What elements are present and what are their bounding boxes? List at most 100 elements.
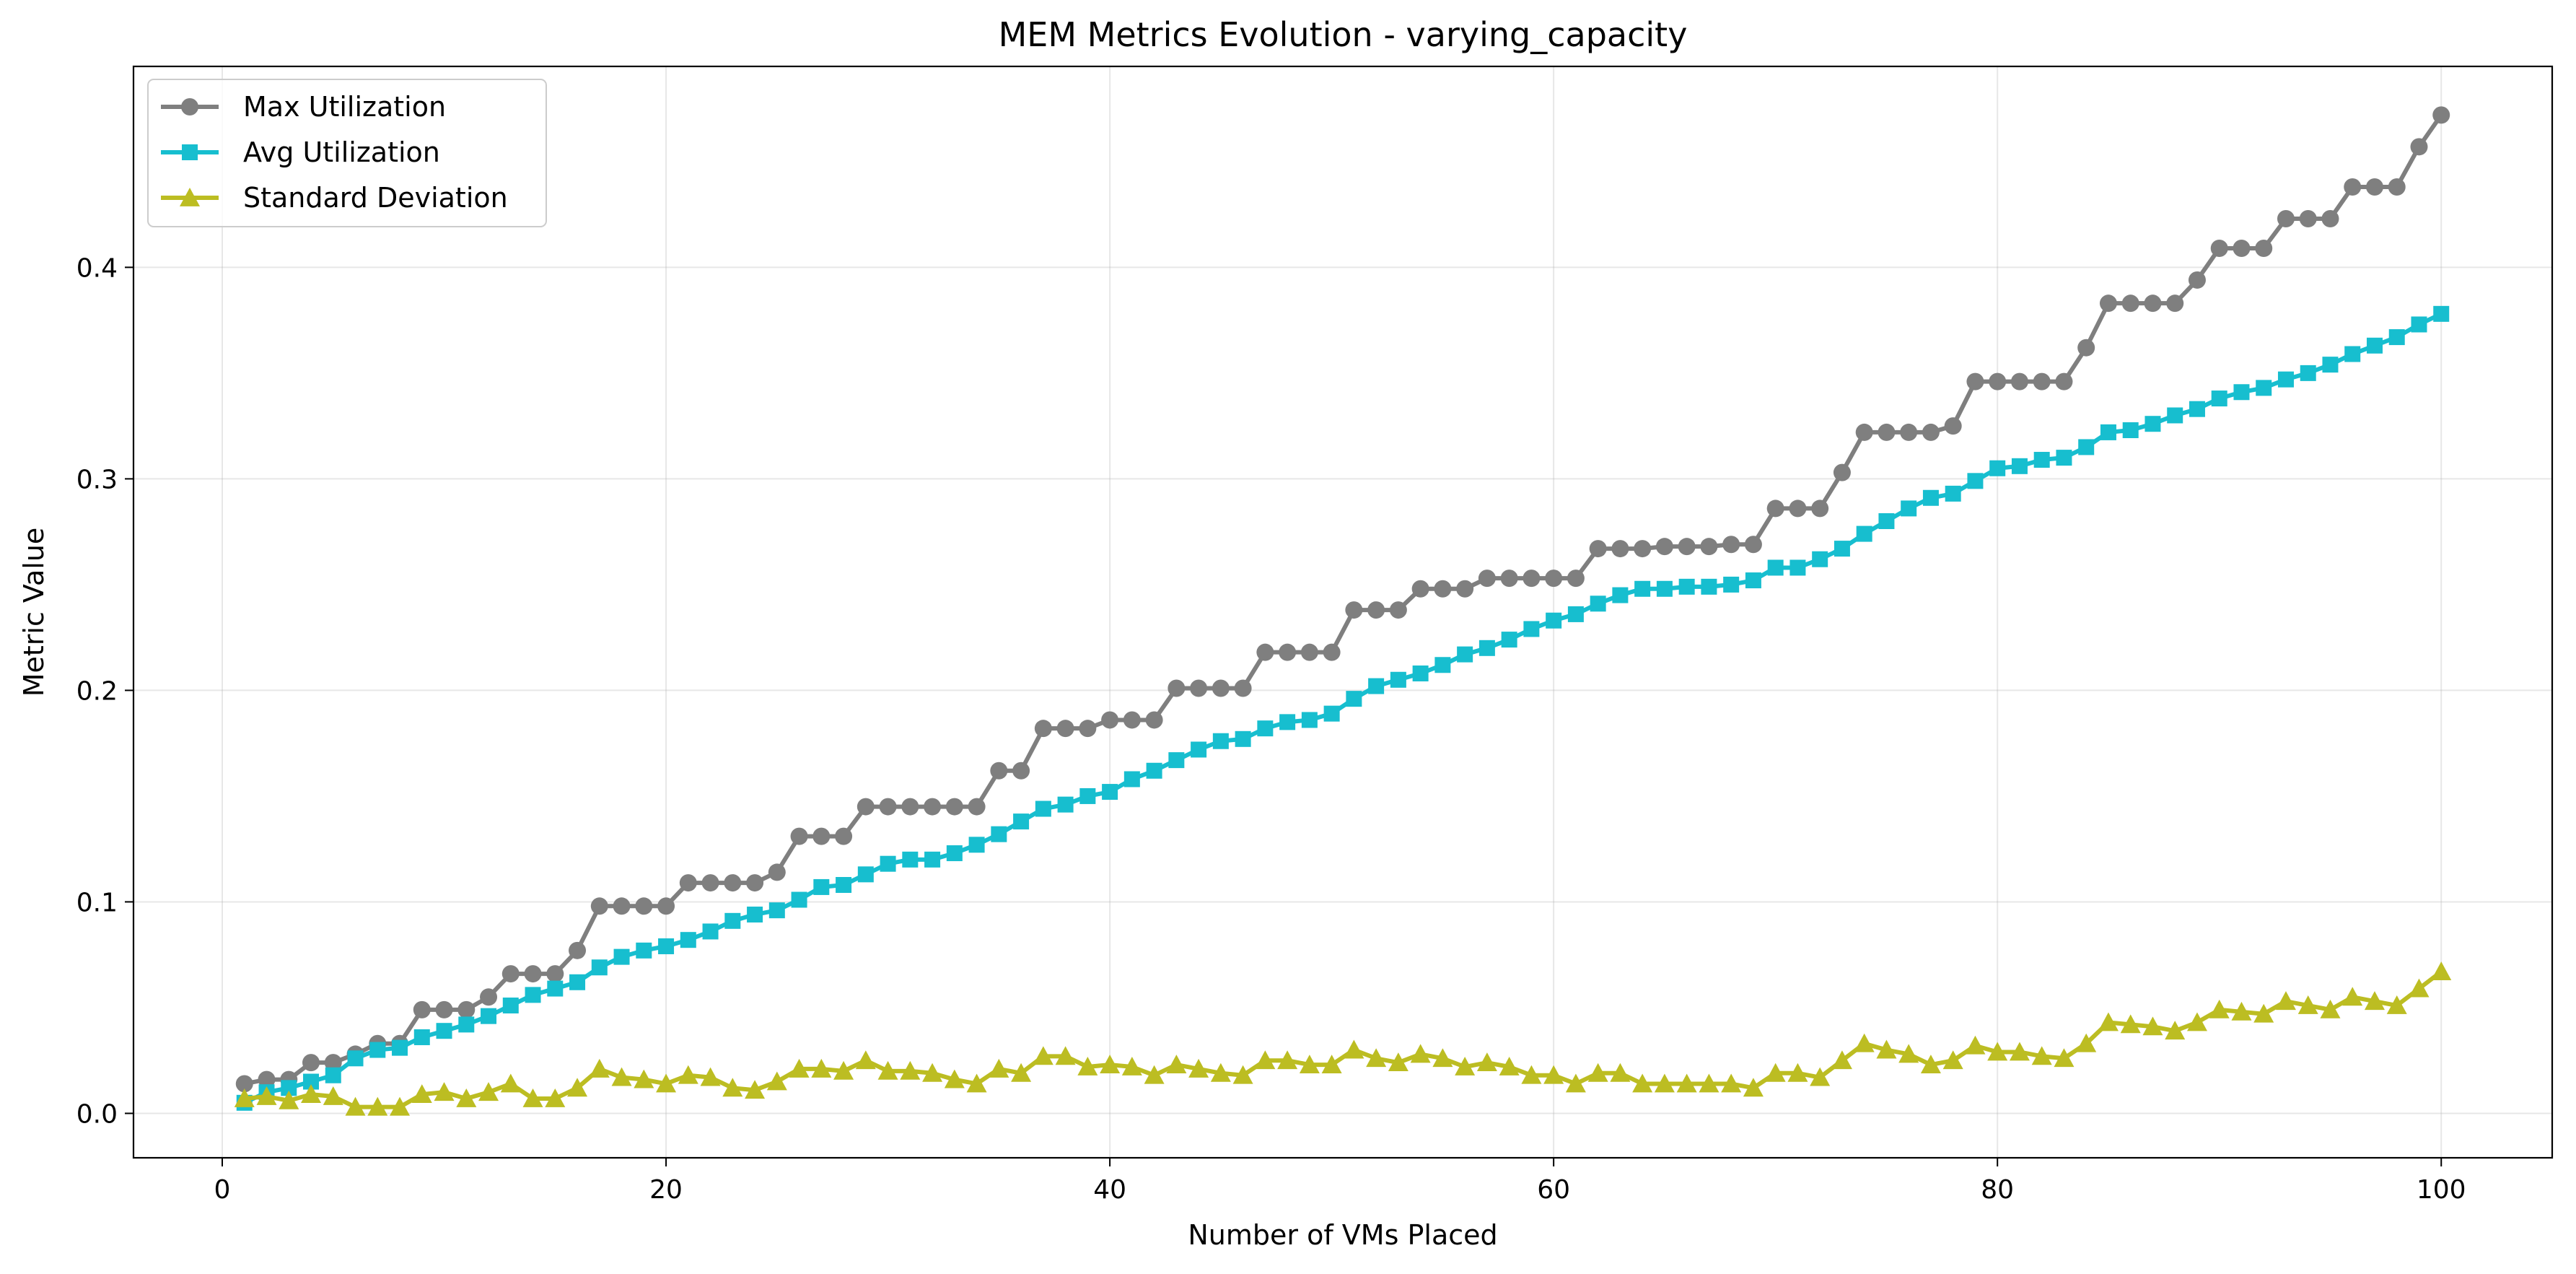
data-point-standard-deviation [2054, 1048, 2075, 1068]
x-tick-label: 20 [649, 1175, 683, 1205]
data-point-standard-deviation [434, 1082, 455, 1101]
data-point-avg-utilization [1079, 787, 1096, 804]
data-point-avg-utilization [1368, 678, 1385, 694]
data-point-avg-utilization [1567, 606, 1584, 622]
data-point-avg-utilization [1235, 730, 1251, 747]
x-tick-label: 0 [214, 1175, 231, 1205]
data-point-avg-utilization [1590, 595, 1606, 612]
data-point-avg-utilization [1257, 720, 1274, 737]
data-point-max-utilization [1766, 499, 1784, 518]
data-point-max-utilization [1279, 643, 1297, 661]
data-point-avg-utilization [636, 942, 652, 959]
data-point-standard-deviation [2386, 995, 2407, 1014]
data-point-max-utilization [2144, 294, 2162, 313]
data-point-avg-utilization [2300, 365, 2316, 381]
data-point-avg-utilization [1301, 712, 1318, 728]
data-point-avg-utilization [768, 902, 785, 919]
legend-box [147, 79, 547, 227]
data-point-max-utilization [1545, 570, 1563, 588]
data-point-max-utilization [1256, 643, 1274, 661]
data-point-standard-deviation [545, 1088, 566, 1107]
data-point-max-utilization [2033, 372, 2051, 391]
data-point-max-utilization [1456, 580, 1474, 598]
data-point-max-utilization [1944, 417, 1962, 435]
data-point-max-utilization [812, 827, 831, 845]
data-point-avg-utilization [946, 845, 963, 862]
data-point-max-utilization [1811, 499, 1829, 518]
data-point-avg-utilization [2411, 316, 2427, 333]
data-point-max-utilization [879, 798, 897, 816]
data-point-max-utilization [569, 941, 587, 959]
data-point-standard-deviation [2165, 1021, 2186, 1040]
data-point-standard-deviation [1654, 1073, 1675, 1093]
series-standard-deviation [234, 961, 2452, 1116]
data-point-max-utilization [1523, 570, 1541, 588]
data-point-max-utilization [657, 897, 675, 915]
data-point-standard-deviation [1277, 1050, 1298, 1070]
grid [133, 66, 2552, 1158]
data-point-avg-utilization [2366, 337, 2383, 354]
data-point-max-utilization [2388, 178, 2406, 196]
data-point-max-utilization [724, 874, 742, 892]
data-point-avg-utilization [1123, 771, 1140, 787]
data-point-avg-utilization [1989, 460, 2006, 476]
data-point-max-utilization [1167, 679, 1186, 697]
data-point-standard-deviation [1033, 1046, 1053, 1065]
data-point-standard-deviation [900, 1060, 921, 1080]
data-point-standard-deviation [456, 1088, 477, 1107]
data-point-avg-utilization [1323, 705, 1340, 722]
data-point-avg-utilization [791, 891, 807, 908]
data-point-standard-deviation [1210, 1063, 1231, 1082]
data-point-max-utilization [2210, 240, 2228, 257]
data-point-standard-deviation [1166, 1055, 1187, 1073]
data-point-avg-utilization [1612, 587, 1629, 603]
data-point-max-utilization [2166, 294, 2184, 313]
legend: Max Utilization Avg Utilization Standard D… [147, 79, 547, 227]
data-point-avg-utilization [2145, 416, 2161, 432]
data-point-avg-utilization [502, 998, 519, 1014]
data-point-standard-deviation [1876, 1039, 1897, 1059]
data-point-standard-deviation [1721, 1073, 1742, 1093]
data-point-max-utilization [302, 1054, 320, 1072]
data-point-avg-utilization [813, 878, 830, 895]
data-point-avg-utilization [2344, 346, 2361, 362]
data-point-max-utilization [2410, 138, 2428, 156]
data-point-standard-deviation [2342, 987, 2363, 1006]
data-point-standard-deviation [1898, 1044, 1919, 1063]
data-point-standard-deviation [966, 1073, 987, 1093]
data-point-standard-deviation [345, 1096, 366, 1116]
data-point-standard-deviation [2253, 1003, 2274, 1023]
legend-marker [182, 144, 198, 160]
x-tick-label: 40 [1093, 1175, 1126, 1205]
data-point-max-utilization [2233, 240, 2251, 257]
data-point-standard-deviation [1321, 1055, 1342, 1073]
data-point-standard-deviation [700, 1067, 721, 1086]
data-point-max-utilization [1700, 538, 1718, 556]
data-point-avg-utilization [1279, 714, 1296, 730]
data-point-max-utilization [613, 897, 631, 915]
data-point-standard-deviation [1188, 1058, 1209, 1078]
data-point-max-utilization [2121, 294, 2139, 313]
data-point-avg-utilization [525, 987, 541, 1003]
data-point-max-utilization [1878, 423, 1896, 441]
data-point-standard-deviation [1499, 1057, 1520, 1076]
data-point-standard-deviation [922, 1063, 943, 1082]
data-point-standard-deviation [2320, 999, 2341, 1018]
data-point-standard-deviation [1743, 1078, 1764, 1097]
data-point-standard-deviation [789, 1058, 810, 1078]
data-point-standard-deviation [1366, 1048, 1387, 1068]
data-point-max-utilization [2344, 178, 2362, 196]
data-point-standard-deviation [2364, 991, 2385, 1011]
data-point-max-utilization [701, 874, 719, 892]
data-point-standard-deviation [1987, 1042, 2008, 1061]
legend-marker [180, 188, 200, 206]
y-axis-label: Metric Value [18, 528, 50, 697]
data-point-standard-deviation [745, 1080, 766, 1099]
legend-marker [181, 98, 198, 115]
data-point-avg-utilization [1901, 500, 1917, 517]
data-point-avg-utilization [857, 866, 874, 883]
data-point-standard-deviation [1543, 1065, 1564, 1084]
data-point-avg-utilization [303, 1073, 320, 1090]
data-point-standard-deviation [2009, 1042, 2030, 1061]
